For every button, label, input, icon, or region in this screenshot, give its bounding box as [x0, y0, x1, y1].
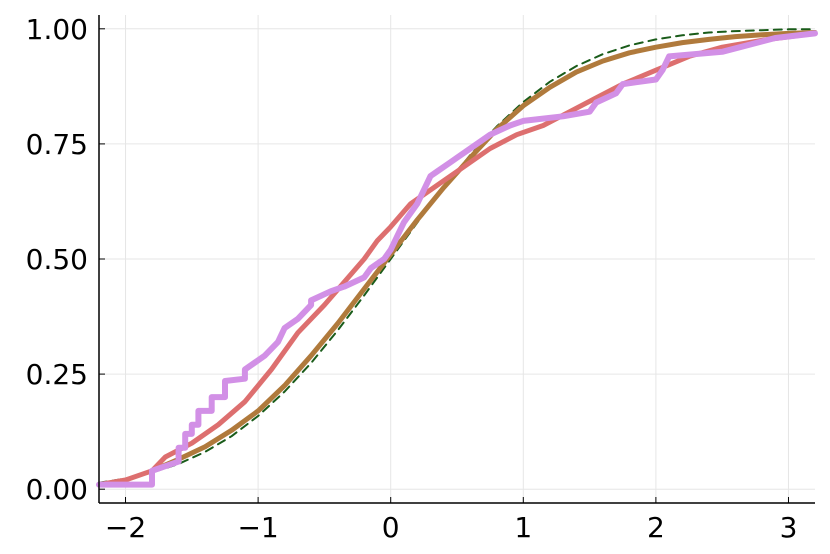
plot-series: [96, 28, 818, 488]
x-tick-label-2: 0: [382, 511, 400, 544]
y-tick-label-2: 0.50: [26, 243, 88, 276]
series-line-2: [96, 30, 818, 488]
grid: [99, 15, 815, 503]
series-line-1: [149, 30, 818, 474]
tick-labels: −2 −1 0 1 2 3 0.00 0.25 0.50 0.75 1.00: [26, 13, 798, 544]
series-line-3: [96, 30, 818, 488]
x-tick-label-3: 1: [514, 511, 532, 544]
x-tick-label-5: 3: [780, 511, 798, 544]
y-tick-label-4: 1.00: [26, 13, 88, 46]
x-tick-label-4: 2: [647, 511, 665, 544]
y-tick-label-1: 0.25: [26, 358, 88, 391]
y-tick-label-0: 0.00: [26, 473, 88, 506]
x-tick-label-1: −1: [237, 511, 278, 544]
y-tick-label-3: 0.75: [26, 128, 88, 161]
x-tick-label-0: −2: [105, 511, 146, 544]
series-line-0: [98, 28, 816, 484]
